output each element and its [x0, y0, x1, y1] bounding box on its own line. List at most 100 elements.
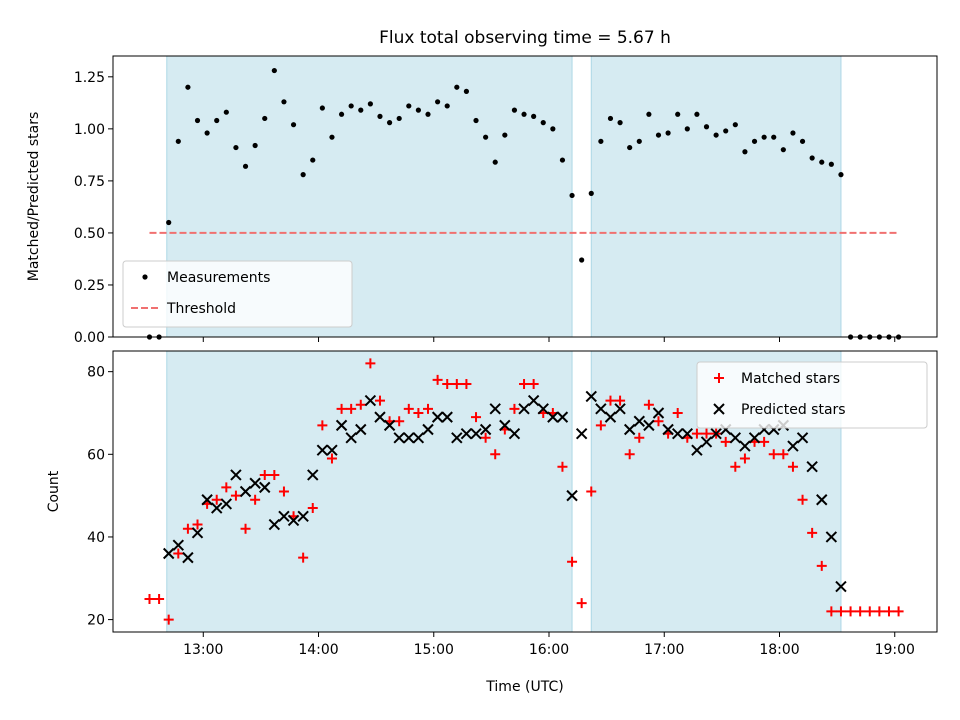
x-axis-label: Time (UTC)	[485, 679, 563, 695]
predicted-star-point	[412, 432, 425, 444]
matched-star-point	[643, 399, 654, 410]
matched-star-point	[720, 436, 731, 447]
predicted-star-point	[518, 403, 530, 415]
matched-star-point	[624, 449, 635, 460]
predicted-star-point	[825, 531, 838, 543]
y-tick-label: 0.25	[74, 278, 105, 294]
measurement-point	[406, 103, 412, 109]
predicted-star-point	[700, 436, 713, 448]
measurement-point	[550, 126, 556, 132]
predicted-star-point	[162, 547, 175, 560]
matched-star-point	[317, 420, 328, 431]
matched-star-point	[269, 469, 280, 480]
predicted-star-point	[374, 411, 386, 423]
matched-star-point	[615, 395, 626, 406]
measurement-point	[233, 144, 239, 151]
legend-label: Predicted stars	[741, 402, 846, 418]
predicted-star-point	[729, 432, 742, 444]
matched-star-point	[778, 449, 789, 460]
y-tick-label: 60	[87, 447, 105, 463]
matched-star-point	[586, 486, 597, 497]
matched-star-point	[739, 453, 750, 464]
measurement-point	[703, 124, 710, 130]
matched-star-point	[490, 449, 501, 460]
predicted-star-point	[739, 440, 751, 452]
measurement-point	[502, 132, 508, 138]
chart-title: Flux total observing time = 5.67 h	[379, 28, 671, 48]
x-tick-label: 15:00	[414, 642, 454, 658]
matched-star-point	[442, 379, 453, 390]
measurement-point	[300, 172, 306, 178]
predicted-star-point	[220, 498, 233, 510]
predicted-star-point	[182, 551, 194, 564]
axes-frame	[112, 350, 938, 633]
y-tick-label: 20	[87, 613, 105, 629]
y-tick-label: 0.00	[74, 330, 105, 346]
matched-star-point	[634, 432, 645, 443]
measurement-point	[607, 115, 614, 122]
measurement-point	[771, 134, 777, 140]
measurement-point	[242, 163, 249, 169]
predicted-star-point	[681, 427, 694, 440]
measurement-point	[396, 115, 402, 122]
measurement-point	[492, 159, 498, 165]
measurement-point	[214, 117, 220, 124]
matched-star-point	[336, 403, 347, 414]
matched-star-point	[471, 412, 482, 423]
predicted-star-point	[816, 494, 828, 506]
x-tick-label: 19:00	[875, 642, 915, 658]
predicted-star-point	[652, 407, 665, 419]
matched-star-point	[221, 482, 232, 493]
measurement-point	[819, 159, 825, 165]
measurement-point	[338, 111, 345, 117]
predicted-star-point	[403, 432, 415, 444]
measurement-point	[386, 120, 393, 126]
matched-star-point	[797, 494, 808, 505]
measurement-point	[675, 111, 681, 117]
measurement-point	[204, 130, 210, 136]
measurement-point	[713, 132, 719, 138]
measurement-point	[559, 157, 566, 163]
predicted-star-point	[364, 394, 377, 407]
measurement-point	[463, 88, 470, 94]
matched-star-point	[259, 469, 270, 480]
matched-star-point	[519, 379, 530, 390]
matched-star-point	[874, 606, 885, 617]
y-tick-label: 80	[87, 365, 105, 381]
measurement-point	[790, 130, 796, 136]
measurement-point	[454, 84, 460, 90]
matched-star-point	[154, 593, 165, 604]
y-axis-label: Count	[46, 470, 62, 512]
measurement-point	[540, 120, 546, 126]
matched-star-point	[346, 403, 357, 414]
predicted-star-point	[835, 580, 847, 593]
matched-star-point	[182, 523, 193, 534]
predicted-star-point	[806, 460, 818, 473]
measurement-point	[310, 157, 316, 163]
matched-star-point	[835, 606, 846, 617]
matched-star-point	[413, 407, 424, 418]
predicted-star-point	[326, 444, 338, 456]
matched-star-point	[307, 503, 318, 514]
measurement-point	[290, 122, 297, 128]
predicted-star-point	[422, 423, 434, 436]
matched-star-point	[355, 399, 366, 410]
matched-star-point	[144, 593, 155, 604]
matched-star-point	[576, 598, 587, 609]
measurement-point	[598, 138, 604, 144]
measurement-point	[732, 122, 738, 128]
measurement-point	[358, 107, 364, 113]
matched-star-point	[864, 606, 875, 617]
x-tick-label: 14:00	[298, 642, 338, 658]
predicted-star-point	[211, 502, 223, 514]
predicted-star-point	[614, 403, 626, 415]
matched-star-point	[567, 556, 578, 567]
predicted-star-point	[585, 390, 597, 403]
predicted-star-point	[470, 427, 482, 440]
measurement-point	[425, 111, 431, 117]
measurement-point	[723, 128, 729, 134]
predicted-star-point	[393, 432, 405, 444]
matched-star-point	[787, 461, 798, 472]
measurement-point	[175, 138, 181, 144]
legend-plus-marker	[714, 373, 724, 383]
